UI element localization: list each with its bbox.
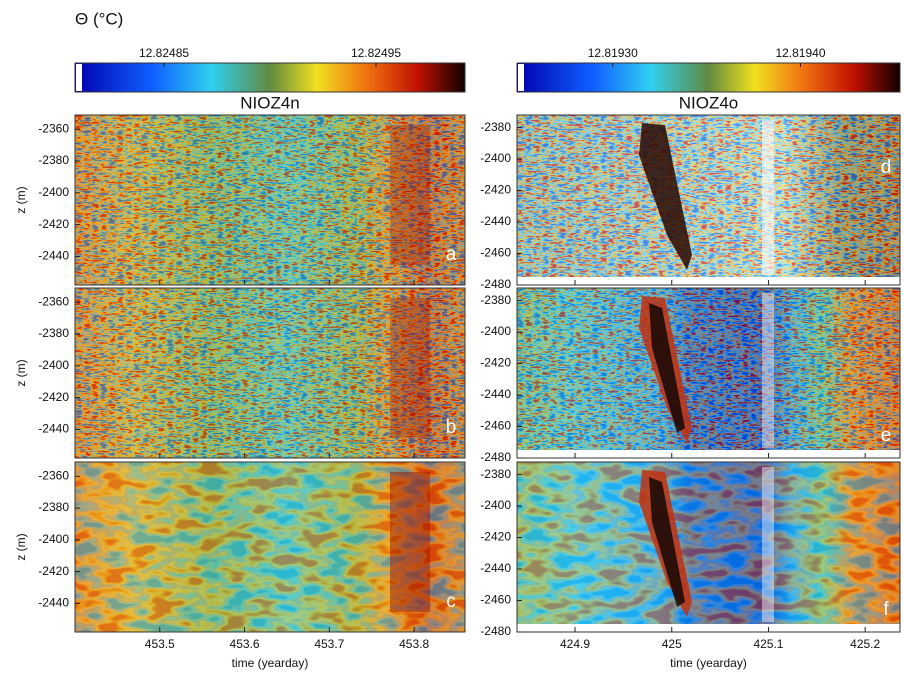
heatmap-feature — [390, 125, 430, 265]
heatmap-feature — [390, 472, 430, 612]
x-tick-label: 453.7 — [314, 637, 344, 651]
x-tick-label: 453.5 — [145, 637, 175, 651]
x-tick-label: 424.9 — [560, 637, 590, 651]
colorbar — [517, 63, 900, 92]
y-tick-label: -2400 — [38, 532, 69, 546]
y-tick-label: -2400 — [480, 324, 511, 338]
x-tick-label: 425 — [662, 637, 682, 651]
colorbar-tick-label: 12.82495 — [351, 46, 401, 60]
x-axis-label: time (yearday) — [670, 656, 747, 670]
y-tick-label: -2440 — [38, 249, 69, 263]
heatmap-feature — [762, 467, 774, 622]
panel-title: NIOZ4n — [240, 93, 300, 112]
y-tick-label: -2380 — [38, 326, 69, 340]
y-tick-label: -2480 — [480, 450, 511, 464]
y-tick-label: -2420 — [480, 530, 511, 544]
heatmap-panel — [517, 288, 900, 458]
heatmap-panel — [517, 462, 900, 632]
y-tick-label: -2360 — [38, 294, 69, 308]
y-tick-label: -2420 — [38, 217, 69, 231]
y-tick-label: -2440 — [38, 596, 69, 610]
y-tick-label: -2400 — [38, 185, 69, 199]
heatmap-texture — [517, 462, 900, 632]
colorbar-label: Θ (°C) — [75, 9, 123, 28]
y-tick-label: -2420 — [480, 356, 511, 370]
panel-letter: f — [883, 599, 889, 620]
y-tick-label: -2440 — [480, 214, 511, 228]
colorbar — [75, 63, 465, 92]
heatmap-panel — [75, 462, 465, 632]
y-tick-label: -2380 — [38, 500, 69, 514]
colorbar-white — [76, 64, 82, 91]
panel-letter: d — [881, 157, 892, 178]
panel-letter: a — [446, 244, 457, 265]
y-tick-label: -2460 — [480, 246, 511, 260]
heatmap-panel — [517, 115, 900, 285]
y-axis-label: z (m) — [14, 186, 28, 213]
heatmap-texture — [517, 288, 900, 458]
y-tick-label: -2480 — [480, 277, 511, 291]
y-tick-label: -2380 — [480, 293, 511, 307]
panel-letter: c — [446, 591, 456, 612]
y-tick-label: -2460 — [480, 593, 511, 607]
y-tick-label: -2380 — [38, 153, 69, 167]
blank-strip — [517, 277, 900, 285]
y-tick-label: -2460 — [480, 419, 511, 433]
y-tick-label: -2400 — [480, 498, 511, 512]
x-tick-label: 425.2 — [850, 637, 880, 651]
x-tick-label: 453.6 — [230, 637, 260, 651]
panel-letter: b — [446, 417, 457, 438]
y-tick-label: -2440 — [38, 422, 69, 436]
colorbar-tick-label: 12.82485 — [139, 46, 189, 60]
colorbar-tick-label: 12.81930 — [588, 46, 638, 60]
blank-strip — [517, 624, 900, 632]
blank-strip — [517, 450, 900, 458]
y-tick-label: -2400 — [480, 151, 511, 165]
y-axis-label: z (m) — [14, 359, 28, 386]
y-tick-label: -2380 — [480, 120, 511, 134]
y-tick-label: -2360 — [38, 121, 69, 135]
y-tick-label: -2380 — [480, 467, 511, 481]
y-tick-label: -2420 — [38, 564, 69, 578]
y-tick-label: -2400 — [38, 358, 69, 372]
heatmap-feature — [762, 293, 774, 448]
x-axis-label: time (yearday) — [232, 656, 309, 670]
figure: Θ (°C) 12.82485 12.82495 NIOZ4n -2360 -2380 -… — [0, 0, 904, 680]
x-tick-label: 453.8 — [399, 637, 429, 651]
panel-title: NIOZ4o — [679, 93, 739, 112]
panel-letter: e — [881, 425, 892, 446]
heatmap-feature — [762, 120, 774, 275]
heatmap-texture — [517, 115, 900, 285]
colorbar-white — [518, 64, 524, 91]
y-axis-label: z (m) — [14, 533, 28, 560]
y-tick-label: -2360 — [38, 468, 69, 482]
y-tick-label: -2440 — [480, 561, 511, 575]
x-tick-label: 425.1 — [753, 637, 783, 651]
y-tick-label: -2420 — [38, 390, 69, 404]
heatmap-panel — [75, 115, 465, 285]
y-tick-label: -2440 — [480, 387, 511, 401]
y-tick-label: -2480 — [480, 624, 511, 638]
heatmap-panel — [75, 288, 465, 458]
y-tick-label: -2420 — [480, 183, 511, 197]
heatmap-feature — [390, 298, 430, 438]
colorbar-tick-label: 12.81940 — [775, 46, 825, 60]
